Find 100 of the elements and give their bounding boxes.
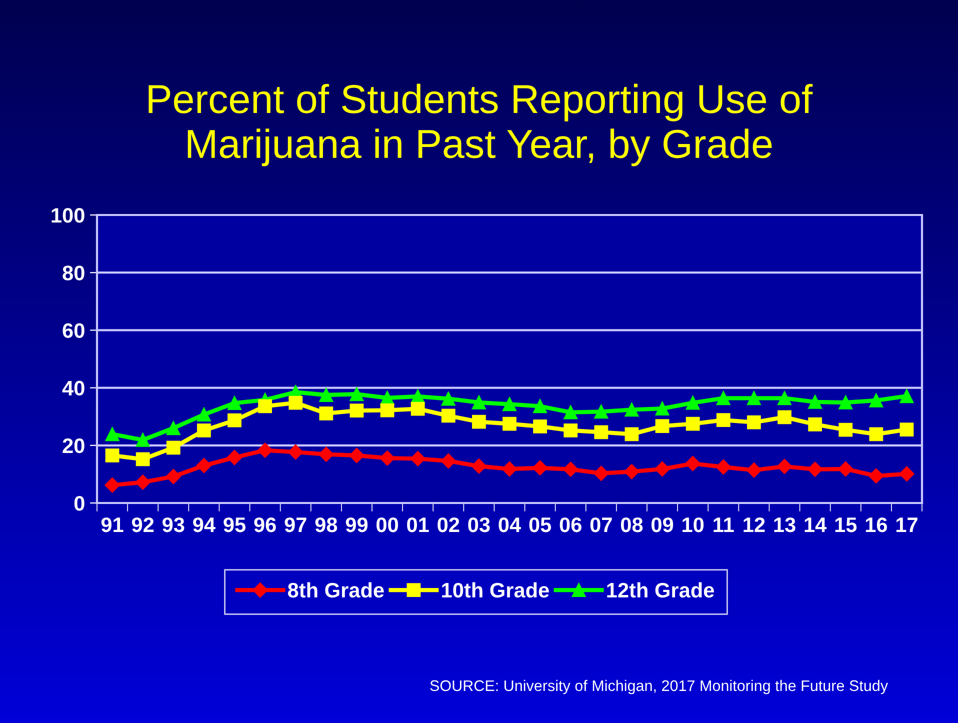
point xyxy=(258,399,272,414)
point xyxy=(380,403,394,418)
source-note: SOURCE: University of Michigan, 2017 Monitoring the Future Study xyxy=(430,680,888,694)
point xyxy=(135,474,150,490)
point xyxy=(594,466,609,481)
point xyxy=(594,425,608,440)
point xyxy=(900,389,914,404)
x-tick-label: 09 xyxy=(652,517,674,532)
point xyxy=(747,391,761,406)
x-tick-label: 91 xyxy=(101,517,124,532)
point xyxy=(136,452,150,466)
point xyxy=(624,427,639,442)
x-tick-label: 92 xyxy=(132,517,154,532)
x-tick-label: 97 xyxy=(284,517,306,532)
x-tick-label: 00 xyxy=(376,517,398,532)
point xyxy=(868,468,884,484)
legend-label: 8th Grade xyxy=(288,582,384,598)
point xyxy=(594,404,608,419)
point xyxy=(808,417,822,432)
y-tick-label: 80 xyxy=(62,266,84,280)
y-tick-label: 40 xyxy=(62,380,84,396)
x-tick-label: 13 xyxy=(774,517,796,532)
point xyxy=(900,422,914,437)
point xyxy=(319,388,334,402)
x-tick-label: 10 xyxy=(682,517,704,532)
point xyxy=(778,391,792,406)
x-tick-label: 14 xyxy=(804,518,827,532)
x-tick-label: 93 xyxy=(162,517,184,532)
point xyxy=(685,456,700,472)
point xyxy=(471,458,487,474)
point xyxy=(624,464,640,480)
point xyxy=(228,396,242,410)
point xyxy=(257,442,273,458)
x-tick-label: 16 xyxy=(866,517,887,532)
point xyxy=(166,440,180,455)
point xyxy=(899,466,914,482)
x-tick-label: 98 xyxy=(315,517,338,532)
point xyxy=(228,413,242,428)
point xyxy=(288,444,304,460)
point xyxy=(564,405,578,420)
point xyxy=(564,423,578,438)
point xyxy=(808,394,822,409)
x-tick-label: 15 xyxy=(835,518,857,532)
point xyxy=(502,397,516,412)
point xyxy=(318,446,334,462)
y-tick-label: 100 xyxy=(52,208,84,223)
point xyxy=(166,468,181,484)
legend-label: 10th Grade xyxy=(442,582,549,598)
x-tick-label: 12 xyxy=(744,517,765,532)
point xyxy=(380,450,395,466)
point xyxy=(349,448,364,464)
point xyxy=(502,416,516,431)
point xyxy=(288,396,303,410)
x-tick-label: 17 xyxy=(896,518,918,532)
point xyxy=(838,422,853,437)
point xyxy=(655,402,670,416)
x-tick-label: 06 xyxy=(560,517,582,532)
point xyxy=(869,427,884,442)
y-tick-label: 60 xyxy=(62,323,84,338)
x-tick-label: 03 xyxy=(468,517,490,532)
point xyxy=(104,478,120,493)
point xyxy=(502,461,518,477)
point xyxy=(226,450,242,466)
point xyxy=(105,448,120,462)
point xyxy=(533,419,547,434)
point xyxy=(716,459,731,475)
point xyxy=(350,404,364,418)
point xyxy=(196,458,212,474)
point xyxy=(350,387,364,402)
point xyxy=(807,462,823,477)
x-tick-label: 02 xyxy=(438,517,460,532)
point xyxy=(472,414,486,429)
x-tick-label: 11 xyxy=(714,518,734,532)
point xyxy=(440,453,456,469)
point xyxy=(655,419,670,434)
x-tick-label: 07 xyxy=(590,517,612,532)
point xyxy=(747,415,761,430)
point xyxy=(410,451,426,466)
point xyxy=(197,408,211,422)
point xyxy=(532,460,548,476)
x-tick-label: 99 xyxy=(346,517,368,532)
point xyxy=(136,432,150,447)
point xyxy=(197,423,211,438)
point xyxy=(441,392,456,406)
x-tick-label: 94 xyxy=(193,517,216,532)
point xyxy=(319,406,334,420)
x-tick-label: 01 xyxy=(407,517,429,532)
point xyxy=(686,416,700,431)
point xyxy=(716,413,730,427)
legend-label: 12th Grade xyxy=(607,582,714,598)
y-tick-label: 0 xyxy=(74,496,84,511)
point xyxy=(533,399,547,414)
x-tick-label: 04 xyxy=(498,517,521,532)
x-tick-label: 96 xyxy=(254,517,276,532)
point xyxy=(778,410,792,424)
point xyxy=(716,391,730,406)
point xyxy=(838,461,854,477)
point xyxy=(624,402,639,417)
point xyxy=(654,461,670,477)
point xyxy=(776,458,792,474)
